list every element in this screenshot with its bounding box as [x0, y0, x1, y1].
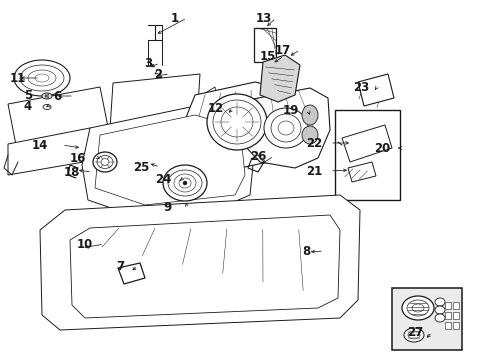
Polygon shape — [110, 74, 200, 129]
Text: 20: 20 — [373, 141, 389, 154]
Text: 27: 27 — [406, 325, 422, 338]
Text: 7: 7 — [116, 260, 124, 273]
Text: 18: 18 — [63, 166, 80, 179]
Text: 14: 14 — [32, 139, 48, 152]
Ellipse shape — [43, 104, 51, 109]
Ellipse shape — [206, 94, 266, 150]
Polygon shape — [8, 128, 95, 175]
Ellipse shape — [401, 296, 433, 320]
Text: 25: 25 — [133, 161, 149, 174]
Ellipse shape — [163, 165, 206, 201]
Polygon shape — [357, 74, 393, 106]
Polygon shape — [452, 302, 458, 309]
Polygon shape — [341, 125, 391, 162]
Ellipse shape — [302, 105, 317, 125]
Polygon shape — [118, 263, 145, 284]
Ellipse shape — [302, 126, 317, 144]
Polygon shape — [82, 105, 254, 218]
Polygon shape — [347, 162, 375, 182]
Ellipse shape — [264, 108, 307, 148]
Polygon shape — [197, 87, 218, 118]
Ellipse shape — [42, 93, 52, 99]
Text: 22: 22 — [305, 136, 322, 149]
Polygon shape — [444, 312, 450, 319]
Text: 17: 17 — [274, 44, 290, 57]
Text: 1: 1 — [171, 12, 179, 24]
Polygon shape — [40, 195, 359, 330]
Text: 15: 15 — [259, 50, 276, 63]
Ellipse shape — [183, 181, 186, 185]
Text: 11: 11 — [10, 72, 26, 85]
Polygon shape — [391, 288, 461, 350]
Text: 9: 9 — [163, 201, 172, 213]
Text: 26: 26 — [249, 149, 265, 162]
Text: 24: 24 — [155, 172, 171, 185]
Ellipse shape — [403, 328, 423, 342]
Text: 16: 16 — [70, 152, 86, 165]
Text: 5: 5 — [24, 89, 32, 102]
Text: 8: 8 — [301, 244, 309, 257]
Text: 23: 23 — [352, 81, 368, 94]
Text: 2: 2 — [154, 68, 162, 81]
Polygon shape — [95, 115, 244, 205]
Polygon shape — [452, 322, 458, 329]
Text: 19: 19 — [282, 104, 299, 117]
Text: 21: 21 — [305, 165, 322, 177]
Polygon shape — [452, 312, 458, 319]
Polygon shape — [444, 302, 450, 309]
Ellipse shape — [93, 152, 117, 172]
Polygon shape — [444, 322, 450, 329]
Polygon shape — [70, 215, 339, 318]
Text: 12: 12 — [207, 102, 224, 114]
Ellipse shape — [262, 66, 282, 90]
Text: 13: 13 — [255, 12, 271, 24]
Polygon shape — [8, 87, 108, 145]
Polygon shape — [242, 88, 329, 168]
Ellipse shape — [434, 298, 444, 306]
Ellipse shape — [434, 314, 444, 322]
Text: 3: 3 — [143, 57, 152, 69]
Polygon shape — [253, 28, 275, 62]
Polygon shape — [260, 55, 299, 102]
Polygon shape — [184, 82, 287, 168]
Ellipse shape — [14, 60, 70, 96]
Polygon shape — [334, 110, 399, 200]
Text: 10: 10 — [77, 238, 93, 251]
Ellipse shape — [434, 306, 444, 314]
Text: 4: 4 — [24, 99, 32, 113]
Text: 6: 6 — [53, 90, 61, 103]
